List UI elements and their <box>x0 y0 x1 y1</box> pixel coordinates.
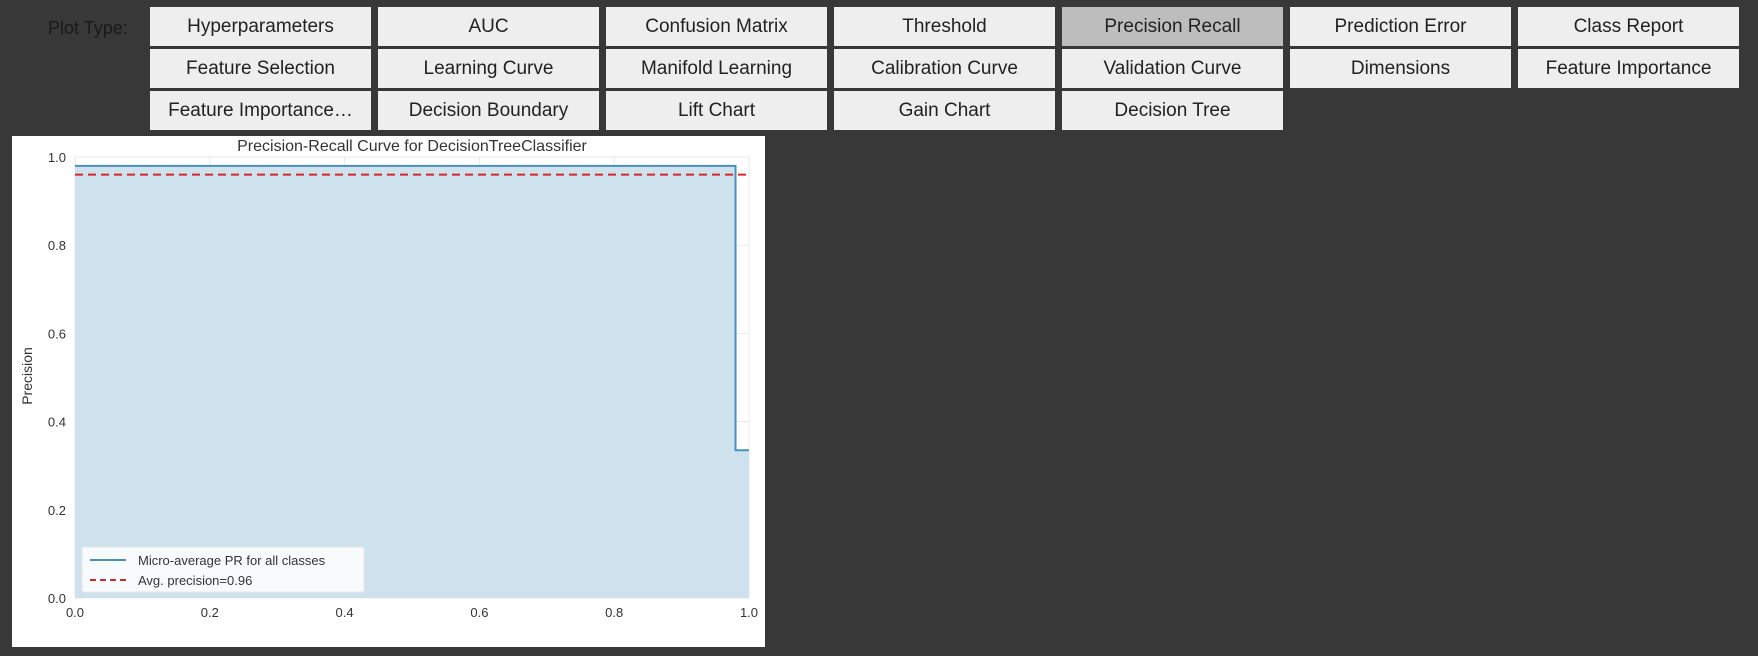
precision-recall-chart: 0.0 0.2 0.4 0.6 0.8 1.0 0.0 0.2 0.4 0.6 0.8 1.0 Pr… <box>19 138 758 620</box>
toggle-confusion-matrix[interactable]: Confusion Matrix <box>606 7 827 46</box>
toggle-calibration-curve[interactable]: Calibration Curve <box>834 49 1055 88</box>
toggle-precision-recall[interactable]: Precision Recall <box>1062 7 1283 46</box>
x-tick-label: 0.4 <box>336 605 354 620</box>
toggle-feature-selection[interactable]: Feature Selection <box>150 49 371 88</box>
y-axis-label: Precision <box>19 347 35 405</box>
y-tick-label: 1.0 <box>48 150 66 165</box>
chart-legend: Micro-average PR for all classes Avg. pr… <box>81 546 365 593</box>
toggle-validation-curve[interactable]: Validation Curve <box>1062 49 1283 88</box>
toggle-decision-tree[interactable]: Decision Tree <box>1062 91 1283 130</box>
y-tick-label: 0.4 <box>48 415 66 430</box>
x-tick-label: 1.0 <box>740 605 758 620</box>
toggle-lift-chart[interactable]: Lift Chart <box>606 91 827 130</box>
toggle-threshold[interactable]: Threshold <box>834 7 1055 46</box>
toggle-auc[interactable]: AUC <box>378 7 599 46</box>
toggle-class-report[interactable]: Class Report <box>1518 7 1739 46</box>
y-tick-label: 0.2 <box>48 503 66 518</box>
plot-type-label: Plot Type: <box>48 18 128 38</box>
toggle-learning-curve[interactable]: Learning Curve <box>378 49 599 88</box>
x-tick-label: 0.0 <box>66 605 84 620</box>
legend-label-curve: Micro-average PR for all classes <box>138 553 326 568</box>
toggle-feature-importance[interactable]: Feature Importance… <box>150 91 371 130</box>
x-tick-label: 0.6 <box>470 605 488 620</box>
x-tick-labels: 0.0 0.2 0.4 0.6 0.8 1.0 <box>66 605 758 620</box>
legend-box <box>81 546 365 593</box>
toggle-dimensions[interactable]: Dimensions <box>1290 49 1511 88</box>
pr-area-fill <box>75 165 749 598</box>
toggle-hyperparameters[interactable]: Hyperparameters <box>150 7 371 46</box>
plot-type-toggle-group: Hyperparameters AUC Confusion Matrix Thresh… <box>150 7 1739 130</box>
chart-panel: 0.0 0.2 0.4 0.6 0.8 1.0 0.0 0.2 0.4 0.6 0.8 1.0 Pr… <box>12 136 765 647</box>
toggle-manifold-learning[interactable]: Manifold Learning <box>606 49 827 88</box>
y-tick-label: 0.6 <box>48 326 66 341</box>
pr-curve-line <box>75 164 749 452</box>
toggle-gain-chart[interactable]: Gain Chart <box>834 91 1055 130</box>
y-tick-label: 0.8 <box>48 238 66 253</box>
toggle-prediction-error[interactable]: Prediction Error <box>1290 7 1511 46</box>
toggle-feature-importance[interactable]: Feature Importance <box>1518 49 1739 88</box>
y-tick-labels: 0.0 0.2 0.4 0.6 0.8 1.0 <box>48 150 66 606</box>
legend-label-avg: Avg. precision=0.96 <box>138 573 252 588</box>
y-tick-label: 0.0 <box>48 591 66 606</box>
x-tick-label: 0.8 <box>605 605 623 620</box>
x-tick-label: 0.2 <box>201 605 219 620</box>
chart-title: Precision-Recall Curve for DecisionTreeC… <box>237 138 587 155</box>
toggle-decision-boundary[interactable]: Decision Boundary <box>378 91 599 130</box>
